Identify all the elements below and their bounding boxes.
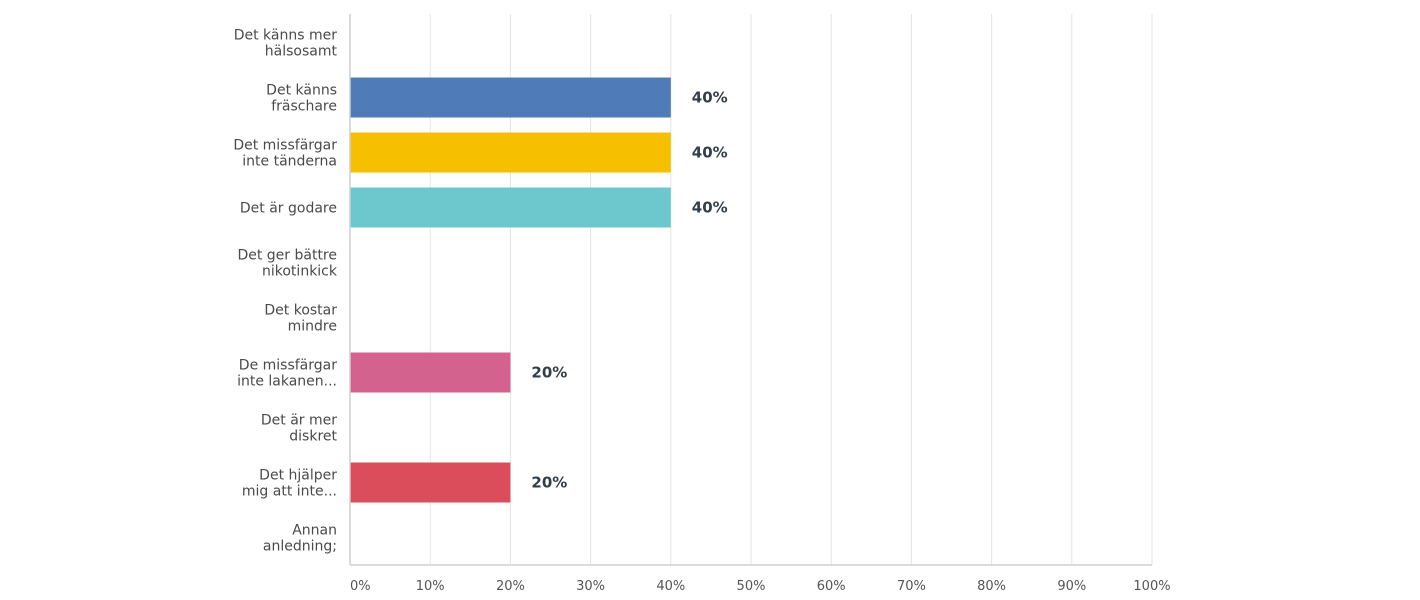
bar xyxy=(350,77,671,118)
category-label: inte lakanen... xyxy=(237,374,337,390)
category-label: inte tänderna xyxy=(242,154,337,170)
x-tick-label: 20% xyxy=(496,579,525,594)
x-tick-label: 30% xyxy=(576,579,605,594)
x-tick-label: 40% xyxy=(656,579,685,594)
data-label: 40% xyxy=(692,89,728,107)
data-label: 40% xyxy=(692,199,728,217)
bar xyxy=(350,187,671,228)
x-tick-label: 90% xyxy=(1057,579,1086,594)
x-tick-label: 80% xyxy=(977,579,1006,594)
category-label: hälsosamt xyxy=(265,44,338,60)
category-label: diskret xyxy=(289,429,337,445)
category-label: mig att inte... xyxy=(242,484,337,500)
x-tick-label: 100% xyxy=(1133,579,1170,594)
category-label: Det hjälper xyxy=(259,468,337,484)
data-label: 20% xyxy=(531,364,567,382)
category-label: Det missfärgar xyxy=(233,138,337,154)
x-tick-label: 0% xyxy=(350,579,371,594)
category-label: Det känns xyxy=(266,83,337,99)
category-label: Det kostar xyxy=(264,303,337,319)
category-label: mindre xyxy=(288,319,337,335)
category-label: fräschare xyxy=(271,99,337,115)
category-label: nikotinkick xyxy=(262,264,338,280)
category-label: Det är godare xyxy=(240,201,337,217)
bar xyxy=(350,352,511,393)
bars xyxy=(350,77,671,503)
bar xyxy=(350,462,511,503)
category-label: anledning; xyxy=(263,539,337,555)
x-tick-label: 10% xyxy=(416,579,445,594)
labels: 0% 10% 20% 30% 40% 50% 60% 70% 80% 90% 100% Det kän… xyxy=(233,28,1170,595)
x-tick-label: 60% xyxy=(817,579,846,594)
x-tick-label: 50% xyxy=(737,579,766,594)
category-label: Det ger bättre xyxy=(237,248,337,264)
data-label: 40% xyxy=(692,144,728,162)
category-label: Det känns mer xyxy=(234,28,338,44)
bar xyxy=(350,132,671,173)
x-tick-label: 70% xyxy=(897,579,926,594)
data-label: 20% xyxy=(531,474,567,492)
category-label: De missfärgar xyxy=(239,358,337,374)
category-label: Det är mer xyxy=(261,413,337,429)
category-label: Annan xyxy=(292,523,337,539)
axes xyxy=(349,14,1152,566)
